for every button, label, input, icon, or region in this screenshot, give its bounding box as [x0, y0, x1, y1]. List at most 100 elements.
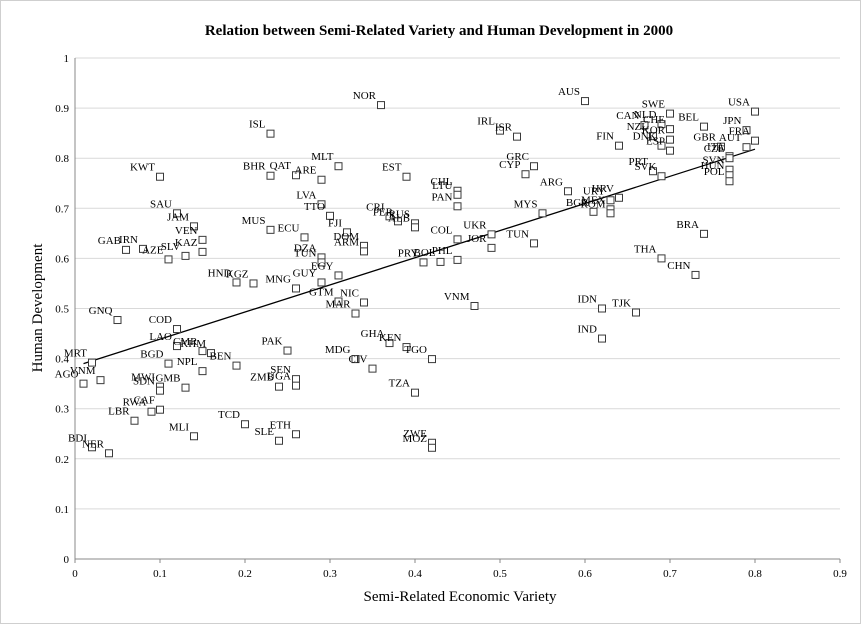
data-point — [589, 207, 598, 216]
data-point — [453, 235, 462, 244]
point-label: LAO — [149, 331, 172, 343]
y-axis-label: Human Development — [30, 243, 46, 373]
x-tick-label: 0.8 — [748, 568, 762, 580]
point-label: MLI — [169, 421, 190, 433]
data-point — [411, 223, 419, 232]
point-label: URY — [583, 185, 606, 197]
data-point — [487, 243, 496, 252]
point-label: MRT — [64, 348, 87, 360]
data-point — [453, 202, 462, 211]
point-label: IRN — [119, 234, 138, 246]
point-label: BGR — [566, 197, 589, 209]
data-point — [394, 217, 402, 226]
point-label: FJI — [328, 217, 342, 229]
x-tick-label: 0.6 — [578, 568, 592, 580]
point-label: GBR — [693, 132, 716, 144]
point-label: USA — [728, 97, 750, 109]
data-point — [317, 175, 326, 184]
data-point — [147, 407, 156, 416]
point-label: VNM — [70, 365, 96, 377]
chart-title: Relation between Semi-Related Variety an… — [205, 23, 673, 39]
point-label: ISR — [495, 122, 513, 134]
point-label: HND — [208, 267, 232, 279]
point-label: IRL — [477, 116, 495, 128]
data-point — [666, 146, 674, 155]
point-label: AUS — [558, 86, 580, 98]
data-point — [496, 126, 504, 135]
point-label: RUS — [389, 208, 410, 220]
point-label: NPL — [177, 356, 198, 368]
point-label: MYS — [514, 198, 538, 210]
point-label: NOR — [353, 90, 377, 102]
data-point — [649, 167, 657, 176]
y-tick-label: 0.4 — [55, 354, 69, 366]
point-label: UGA — [267, 371, 291, 383]
data-point — [351, 309, 360, 318]
data-point — [360, 247, 368, 256]
point-label: NZL — [627, 121, 649, 133]
data-point — [700, 122, 708, 131]
point-label: SLV — [161, 241, 181, 253]
point-label: CRI — [366, 201, 385, 213]
point-label: PAN — [432, 191, 453, 203]
point-label: PRT — [628, 156, 648, 168]
point-label: POL — [704, 166, 725, 178]
point-label: MLT — [311, 151, 333, 163]
point-label: FIN — [596, 131, 614, 143]
data-point — [751, 107, 759, 116]
point-label: UKR — [463, 219, 487, 231]
data-point — [666, 109, 674, 118]
point-label: LVA — [296, 189, 316, 201]
y-tick-label: 0.8 — [55, 153, 69, 165]
data-point — [411, 388, 419, 397]
point-label: KEN — [379, 332, 402, 344]
data-point — [105, 449, 113, 458]
x-tick-label: 0.4 — [408, 568, 422, 580]
point-label: NLD — [634, 109, 657, 121]
data-point — [606, 209, 615, 218]
data-point — [334, 162, 343, 171]
data-point — [156, 405, 164, 414]
point-label: COL — [431, 224, 453, 236]
point-label: BRA — [676, 219, 699, 231]
data-point — [385, 212, 394, 221]
point-label: ALB — [388, 212, 410, 224]
data-point — [88, 443, 96, 452]
data-point — [198, 347, 207, 356]
data-point — [88, 358, 96, 367]
data-point — [657, 254, 666, 263]
point-label: BEN — [210, 351, 232, 363]
data-point — [513, 132, 521, 141]
data-point — [640, 121, 649, 130]
x-tick-label: 0.3 — [323, 568, 337, 580]
data-point — [581, 97, 589, 106]
y-tick-label: 0.6 — [55, 253, 69, 265]
data-point — [249, 279, 258, 288]
point-label: BOL — [414, 247, 436, 259]
y-tick-label: 0.9 — [55, 103, 69, 115]
point-label: BEL — [678, 112, 699, 124]
data-point — [649, 132, 657, 141]
point-label: DOM — [333, 231, 359, 243]
data-point — [351, 355, 360, 364]
point-label: ISL — [249, 119, 266, 131]
point-label: SEN — [270, 364, 291, 376]
point-label: LTU — [432, 180, 452, 192]
data-point — [181, 251, 190, 260]
point-label: SDN — [133, 376, 155, 388]
point-label: QAT — [270, 160, 292, 172]
point-label: GRC — [506, 151, 529, 163]
data-point — [241, 420, 249, 429]
data-point — [657, 141, 666, 150]
point-label: SLE — [254, 426, 274, 438]
trendline — [83, 148, 756, 365]
data-point — [326, 211, 334, 220]
point-label: GUY — [293, 267, 317, 279]
data-point — [742, 126, 751, 135]
point-label: MWI — [131, 372, 155, 384]
x-tick-label: 0.5 — [493, 568, 507, 580]
point-label: ECU — [278, 222, 300, 234]
point-label: TCD — [218, 409, 240, 421]
data-point — [615, 193, 623, 202]
data-point — [266, 225, 275, 234]
